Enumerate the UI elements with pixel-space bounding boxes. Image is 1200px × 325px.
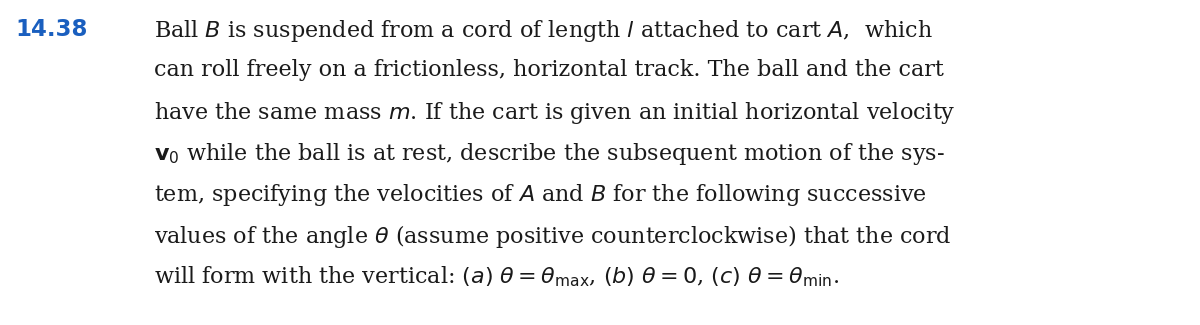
Text: can roll freely on a frictionless, horizontal track. The ball and the cart: can roll freely on a frictionless, horiz…: [154, 59, 943, 81]
Text: $\mathbf{v}_0$ while the ball is at rest, describe the subsequent motion of the : $\mathbf{v}_0$ while the ball is at rest…: [154, 141, 944, 167]
Text: values of the angle $\theta$ (assume positive counterclockwise) that the cord: values of the angle $\theta$ (assume pos…: [154, 223, 952, 250]
Text: Ball $B$ is suspended from a cord of length $l$ attached to cart $A$,  which: Ball $B$ is suspended from a cord of len…: [154, 18, 932, 44]
Text: have the same mass $m$. If the cart is given an initial horizontal velocity: have the same mass $m$. If the cart is g…: [154, 100, 955, 126]
Text: 14.38: 14.38: [16, 18, 88, 41]
Text: tem, specifying the velocities of $A$ and $B$ for the following successive: tem, specifying the velocities of $A$ an…: [154, 182, 926, 208]
Text: will form with the vertical: $(a)$ $\theta = \theta_{\rm max}$, $(b)$ $\theta = : will form with the vertical: $(a)$ $\the…: [154, 264, 839, 289]
